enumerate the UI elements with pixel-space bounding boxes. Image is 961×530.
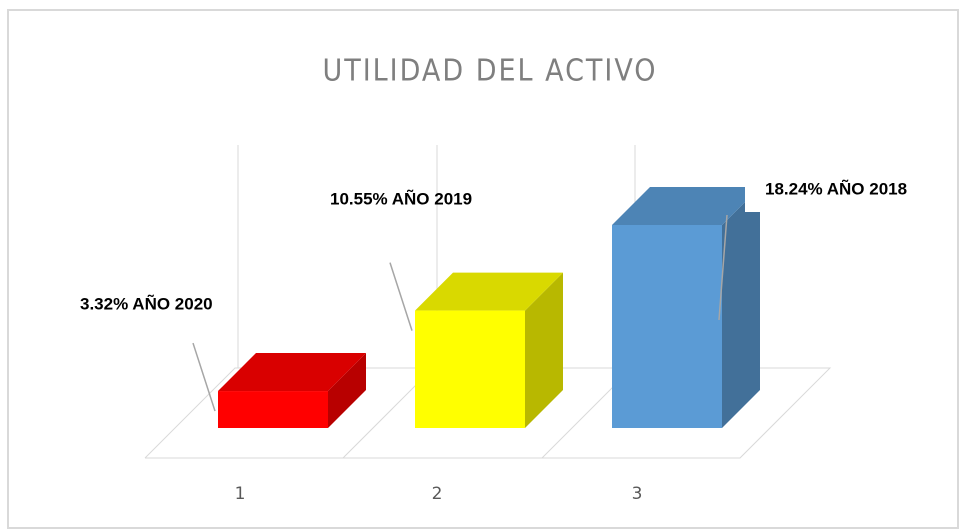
chart-frame [7,9,959,529]
bar [218,353,366,428]
bar-side [328,353,366,428]
leader-line [389,262,413,331]
x-tick-label: 2 [432,484,443,504]
bar-front [612,225,722,428]
bar-side [722,187,760,428]
data-label: 3.32% AÑO 2020 [80,293,213,313]
chart-title: UTILIDAD DEL ACTIVO [322,54,657,89]
bar-top [218,353,366,392]
bar-front [415,310,525,428]
floor-outline [144,367,832,459]
bar-top [612,187,760,225]
bar-side [525,272,563,428]
label-box [745,168,935,212]
bar [415,272,563,428]
leader-line [192,342,216,412]
bar-top [415,272,563,311]
leader-line [718,214,728,321]
data-label: 10.55% AÑO 2019 [330,188,472,208]
data-label: 18.24% AÑO 2018 [765,178,907,198]
x-tick-label: 1 [235,484,246,504]
bar [612,187,760,428]
x-tick-label: 3 [632,484,643,504]
bar-front [218,391,328,428]
